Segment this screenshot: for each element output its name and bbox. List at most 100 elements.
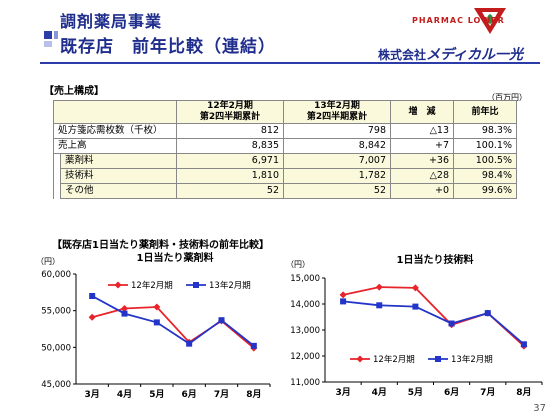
table-header-cell: 増 減: [390, 100, 454, 124]
data-point-1: [121, 304, 128, 312]
x-tick-label: 6月: [182, 389, 197, 400]
series-line-2: [91, 295, 255, 347]
curr-value: 1,782: [283, 168, 391, 184]
legend-label-1: 12年2月期: [131, 280, 173, 291]
y-tick-label: 14,000: [290, 300, 320, 310]
data-point-2: [89, 293, 96, 299]
table-header-cell: 前年比: [453, 100, 517, 124]
legend-marker-2: [435, 356, 441, 362]
table-header-cell: 13年2月期 第2四半期累計: [283, 100, 391, 124]
curr-value: 7,007: [283, 153, 391, 169]
data-point-2: [340, 298, 347, 305]
diff-value: +0: [390, 183, 454, 199]
chart-section-label: 【既存店1日当たり薬剤料・技術料の前年比較】: [52, 240, 269, 251]
data-point-1: [88, 313, 96, 321]
data-point-1: [153, 303, 161, 311]
y-tick-label: 45,000: [41, 380, 71, 390]
y-tick-label: 15,000: [290, 274, 320, 284]
indent-cell: [53, 183, 61, 199]
series-line-1: [342, 286, 525, 347]
x-tick-label: 8月: [516, 387, 531, 398]
table-row: 技術料 1,810 1,782 △28 98.4%: [53, 168, 517, 184]
title-bullet-shadow: [44, 41, 52, 47]
x-tick-label: 6月: [444, 387, 459, 398]
prev-value: 1,810: [176, 168, 284, 184]
y-axis-label: （円）: [286, 260, 310, 269]
company-name: 株式会社メディカル一光: [378, 44, 523, 64]
data-point-2: [520, 341, 527, 348]
chart-title: 1日当たり薬剤料: [137, 251, 214, 264]
data-point-2: [186, 340, 193, 347]
prev-value: 52: [176, 183, 284, 199]
y-tick-label: 50,000: [41, 343, 71, 353]
ratio-value: 99.6%: [453, 183, 517, 199]
row-label: 薬剤料: [60, 153, 177, 169]
data-point-2: [484, 310, 491, 317]
x-tick-label: 5月: [408, 387, 423, 398]
chart-title: 1日当たり技術料: [397, 253, 474, 266]
data-point-2: [250, 342, 257, 349]
curr-value: 52: [283, 183, 391, 199]
col-prev-header: 12年2月期 第2四半期累計: [199, 101, 261, 122]
row-label: 処方箋応需枚数（千枚）: [53, 123, 177, 139]
chart-drug-fee: 1日当たり薬剤料 （円） 45,000 50,000 55,000 60,000 3月 4月 5…: [36, 251, 271, 400]
indent-cell: [53, 153, 61, 169]
company-main: メディカル一光: [426, 47, 524, 63]
x-tick-label: 4月: [372, 387, 387, 398]
data-point-2: [412, 303, 419, 310]
col-curr-header: 13年2月期 第2四半期累計: [306, 101, 368, 122]
diff-value: △13: [390, 123, 454, 139]
company-prefix: 株式会社: [378, 48, 427, 62]
diff-value: +7: [390, 138, 454, 154]
x-tick-label: 8月: [246, 389, 261, 400]
page-title-line2: 既存店 前年比較（連結）: [60, 37, 276, 57]
table-header-cell: 12年2月期 第2四半期累計: [176, 100, 284, 124]
table-header-row: 12年2月期 第2四半期累計 13年2月期 第2四半期累計 増 減 前年比: [53, 100, 517, 124]
x-tick-label: 3月: [335, 387, 350, 398]
chart-tech-fee: 1日当たり技術料 （円） 11,000 12,000 13,000 14,000 15,00…: [286, 253, 543, 398]
page-number: 37: [533, 403, 546, 414]
legend-label-2: 13年2月期: [451, 354, 493, 365]
data-point-2: [153, 319, 160, 326]
table-row: 薬剤料 6,971 7,007 +36 100.5%: [53, 153, 517, 169]
title-bullet-accent: [54, 31, 58, 39]
page-title-line1: 調剤薬局事業: [60, 12, 163, 31]
row-label: 技術料: [60, 168, 177, 184]
y-tick-label: 55,000: [41, 307, 71, 317]
row-label: その他: [60, 183, 177, 199]
x-tick-label: 5月: [149, 389, 164, 400]
data-point-1: [375, 283, 383, 291]
data-point-2: [376, 302, 383, 309]
x-tick-label: 7月: [480, 387, 495, 398]
ratio-value: 98.3%: [453, 123, 517, 139]
curr-value: 798: [283, 123, 391, 139]
diff-value: △28: [390, 168, 454, 184]
legend-label-1: 12年2月期: [373, 354, 415, 365]
legend-marker-2: [193, 282, 199, 288]
data-point-2: [218, 317, 225, 324]
x-tick-label: 4月: [117, 389, 132, 400]
sales-table: 12年2月期 第2四半期累計 13年2月期 第2四半期累計 増 減 前年比 処方箋応…: [53, 100, 517, 199]
y-tick-label: 12,000: [290, 352, 320, 362]
y-tick-label: 13,000: [290, 326, 320, 336]
flower-logo-icon: [474, 8, 506, 34]
data-point-2: [448, 320, 455, 327]
y-tick-label: 11,000: [290, 378, 320, 388]
legend-marker-1: [114, 281, 122, 289]
ratio-value: 100.1%: [453, 138, 517, 154]
sales-unit: （百万円）: [487, 93, 527, 102]
ratio-value: 100.5%: [453, 153, 517, 169]
table-row: その他 52 52 +0 99.6%: [53, 183, 517, 199]
sales-section-label: 【売上構成】: [44, 86, 104, 97]
data-point-1: [339, 291, 347, 299]
x-tick-label: 7月: [214, 389, 229, 400]
curr-value: 8,842: [283, 138, 391, 154]
table-row: 売上高 8,835 8,842 +7 100.1%: [53, 138, 517, 154]
row-label: 売上高: [53, 138, 177, 154]
table-row: 処方箋応需枚数（千枚） 812 798 △13 98.3%: [53, 123, 517, 139]
title-bullet-icon: [44, 31, 52, 39]
data-point-1: [411, 284, 419, 292]
legend-label-2: 13年2月期: [209, 280, 251, 291]
prev-value: 6,971: [176, 153, 284, 169]
brand-text: PHARMAC LOWER: [412, 16, 505, 25]
